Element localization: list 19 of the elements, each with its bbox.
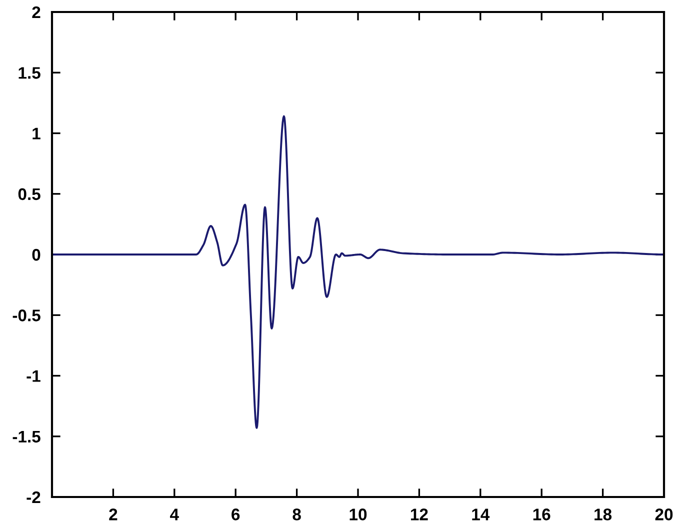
x-tick-label: 12 [410, 508, 428, 520]
y-tick-label: 1 [32, 128, 40, 140]
x-tick-label: 16 [533, 508, 550, 520]
y-tick-label: 0 [32, 248, 40, 261]
y-tick-label: 0.5 [18, 188, 40, 200]
x-tick-label: 2 [109, 508, 118, 520]
x-tick-label: 14 [472, 508, 490, 520]
y-tick-label: -2 [26, 491, 40, 504]
y-tick-label: -1 [26, 370, 40, 382]
x-tick-label: 20 [655, 508, 673, 520]
y-tick-label: 2 [32, 6, 40, 18]
y-tick-label: 1.5 [18, 67, 40, 79]
x-tick-label: 4 [170, 508, 179, 520]
x-tick-label: 18 [594, 508, 612, 520]
x-tick-label: 8 [292, 508, 301, 520]
x-tick-label: 10 [350, 508, 367, 520]
y-tick-label: -1.5 [12, 430, 40, 443]
x-tick-label: 6 [232, 508, 240, 520]
y-tick-label: -0.5 [12, 310, 40, 322]
